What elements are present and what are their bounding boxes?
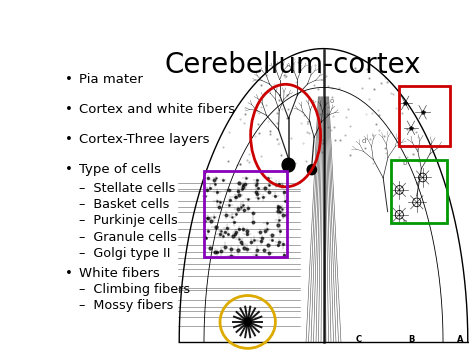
Text: –  Climbing fibers: – Climbing fibers	[80, 284, 191, 296]
Text: o: o	[329, 98, 334, 104]
Text: –  Basket cells: – Basket cells	[80, 198, 170, 211]
Text: •: •	[65, 103, 73, 116]
Text: Cortex-Three layers: Cortex-Three layers	[79, 133, 209, 146]
Text: A: A	[457, 335, 464, 344]
Text: Type of cells: Type of cells	[79, 163, 161, 176]
Text: •: •	[65, 163, 73, 176]
Text: –  Granule cells: – Granule cells	[80, 231, 177, 244]
Text: –  Golgi type II: – Golgi type II	[80, 247, 171, 260]
Text: •: •	[65, 267, 73, 280]
Text: •: •	[65, 133, 73, 146]
Text: m: m	[242, 317, 249, 323]
Text: B: B	[408, 335, 414, 344]
Bar	[391, 160, 447, 223]
Text: White fibers: White fibers	[79, 267, 159, 280]
Circle shape	[282, 158, 295, 172]
Text: –  Mossy fibers: – Mossy fibers	[80, 299, 174, 312]
Text: –  Stellate cells: – Stellate cells	[80, 181, 176, 195]
Text: Cortex and white fibers: Cortex and white fibers	[79, 103, 235, 116]
Circle shape	[307, 165, 317, 175]
Text: n: n	[306, 120, 310, 126]
Text: Pia mater: Pia mater	[79, 73, 143, 86]
Text: C: C	[356, 335, 362, 344]
Text: b: b	[402, 219, 407, 225]
Circle shape	[244, 318, 251, 326]
Text: •: •	[65, 73, 73, 86]
Text: d: d	[361, 138, 366, 144]
Bar	[204, 171, 287, 257]
Text: Cerebellum-cortex: Cerebellum-cortex	[164, 51, 421, 79]
Text: b: b	[402, 160, 407, 166]
Text: –  Purkinje cells: – Purkinje cells	[80, 214, 178, 227]
Bar	[399, 86, 450, 146]
